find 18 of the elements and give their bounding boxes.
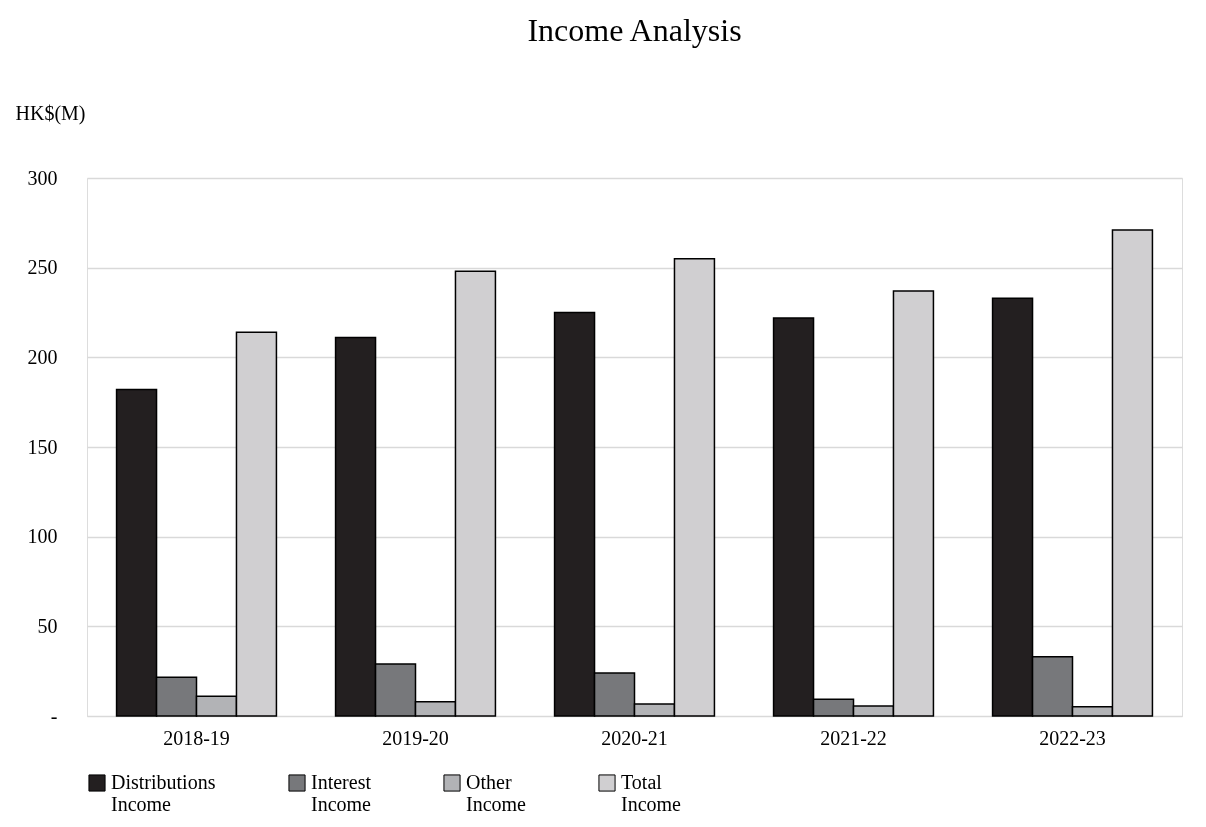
y-tick-label: 300 (27, 166, 58, 189)
y-tick-label: 100 (27, 525, 58, 548)
legend-label: Total Income (621, 771, 682, 815)
y-tick-label: - (50, 704, 58, 727)
x-tick-label: 2018-19 (163, 726, 230, 749)
y-tick-label: 200 (27, 345, 58, 368)
x-tick-label: 2022-23 (1039, 726, 1106, 749)
legend-label: Interest Income (311, 771, 372, 815)
y-axis-title: HK$(M) (15, 101, 86, 125)
legend-label: Other Income (466, 771, 527, 815)
y-tick-label: 150 (27, 435, 58, 458)
chart-title: Income Analysis (527, 12, 742, 48)
x-tick-label: 2021-22 (820, 726, 887, 749)
y-tick-label: 50 (37, 614, 58, 637)
x-tick-label: 2019-20 (382, 726, 449, 749)
y-tick-label: 250 (27, 256, 58, 279)
legend-label: Distributions Income (111, 771, 216, 815)
x-tick-label: 2020-21 (601, 726, 668, 749)
